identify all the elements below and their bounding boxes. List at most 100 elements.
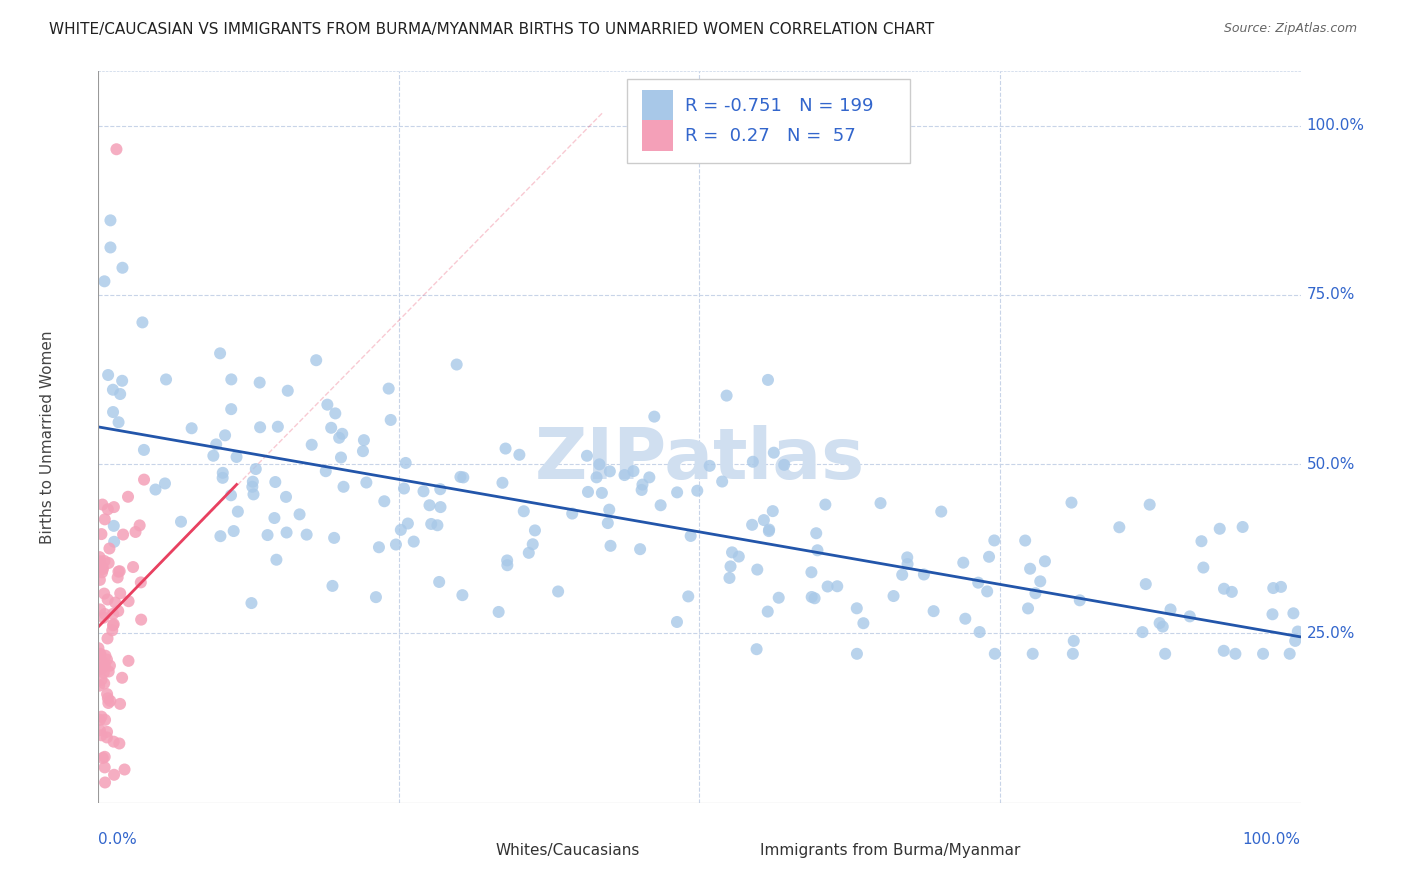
Point: [1149, 615, 1171, 630]
Point: [97, 592, 120, 607]
Point: [117, 490, 139, 504]
Point: [967, 575, 990, 590]
Point: [155, 372, 177, 386]
Point: [276, 525, 298, 540]
Point: [131, 315, 153, 329]
Point: [111, 260, 134, 275]
Point: [449, 470, 471, 484]
Point: [321, 579, 343, 593]
Point: [1270, 580, 1292, 594]
Text: 25.0%: 25.0%: [1306, 626, 1355, 641]
Point: [209, 346, 232, 360]
Point: [845, 601, 868, 615]
Point: [103, 617, 125, 632]
Point: [1191, 534, 1213, 549]
Point: [1192, 560, 1215, 574]
Point: [1017, 601, 1039, 615]
Point: [522, 537, 544, 551]
Point: [145, 483, 167, 497]
Point: [745, 642, 768, 657]
Point: [117, 594, 139, 608]
Point: [211, 466, 233, 480]
Point: [491, 475, 513, 490]
Point: [412, 484, 434, 499]
Point: [128, 518, 150, 533]
Point: [256, 528, 278, 542]
Point: [758, 523, 780, 537]
Point: [89, 573, 111, 587]
Point: [955, 612, 977, 626]
Point: [803, 591, 825, 606]
Point: [219, 488, 242, 502]
Point: [242, 487, 264, 501]
Point: [321, 421, 343, 435]
Point: [716, 388, 738, 402]
Point: [108, 737, 131, 751]
Point: [1014, 533, 1036, 548]
Point: [591, 486, 613, 500]
Point: [427, 574, 450, 589]
Point: [353, 433, 375, 447]
Point: [598, 502, 620, 516]
Point: [1225, 647, 1247, 661]
Point: [1152, 619, 1174, 633]
Point: [547, 584, 569, 599]
Point: [209, 529, 232, 543]
Point: [845, 647, 868, 661]
Point: [214, 428, 236, 442]
Point: [97, 368, 120, 382]
Point: [389, 523, 412, 537]
Point: [101, 618, 124, 632]
Point: [768, 591, 790, 605]
Point: [89, 723, 111, 738]
Point: [97, 556, 120, 570]
Point: [96, 724, 118, 739]
Point: [352, 444, 374, 458]
Point: [93, 586, 115, 600]
Point: [896, 550, 918, 565]
Point: [240, 480, 263, 494]
Point: [103, 768, 125, 782]
Point: [316, 398, 339, 412]
Point: [762, 504, 785, 518]
Point: [89, 647, 111, 661]
Point: [108, 564, 131, 578]
Point: [983, 533, 1005, 548]
Point: [112, 527, 135, 541]
Point: [741, 455, 763, 469]
Point: [97, 665, 120, 679]
Point: [969, 625, 991, 640]
Point: [100, 240, 122, 254]
Point: [98, 658, 121, 673]
Point: [87, 657, 110, 671]
Point: [773, 458, 796, 472]
Point: [817, 580, 839, 594]
Point: [111, 374, 134, 388]
Point: [105, 142, 128, 156]
Point: [1062, 647, 1084, 661]
Point: [356, 475, 378, 490]
Point: [1220, 585, 1243, 599]
Point: [89, 602, 111, 616]
Point: [800, 566, 823, 580]
Text: Immigrants from Burma/Myanmar: Immigrants from Burma/Myanmar: [759, 843, 1019, 858]
Point: [686, 483, 709, 498]
Point: [107, 415, 129, 429]
Point: [94, 775, 117, 789]
Point: [219, 402, 242, 417]
Point: [643, 409, 665, 424]
Point: [107, 565, 129, 579]
Point: [101, 383, 124, 397]
Point: [93, 554, 115, 568]
Point: [132, 473, 155, 487]
Point: [508, 448, 530, 462]
Point: [1261, 607, 1284, 622]
Point: [883, 589, 905, 603]
Point: [1108, 520, 1130, 534]
Point: [1160, 602, 1182, 616]
Point: [101, 405, 124, 419]
Point: [277, 384, 299, 398]
Point: [1029, 574, 1052, 589]
Point: [496, 558, 519, 573]
Point: [741, 517, 763, 532]
